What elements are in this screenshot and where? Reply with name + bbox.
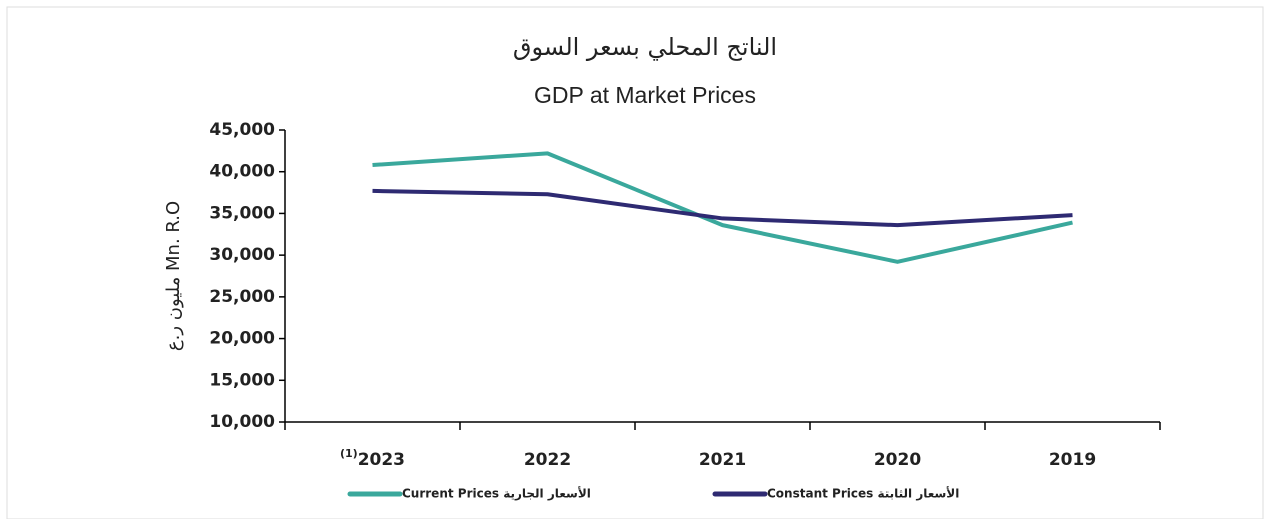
y-tick-label: 25,000	[209, 287, 275, 307]
x-tick-label: 2019	[1049, 450, 1096, 470]
x-tick-year: 2021	[699, 450, 746, 470]
y-tick-label: 15,000	[209, 370, 275, 390]
x-tick-label: (1)2023	[340, 447, 405, 470]
legend-label: Current Prices الأسعار الجارية	[402, 486, 591, 501]
legend-label: Constant Prices الأسعار الثابتة	[767, 486, 959, 501]
x-tick-year: 2023	[358, 450, 405, 470]
x-tick-label: 2022	[524, 450, 571, 470]
y-tick-label: 30,000	[209, 245, 275, 265]
y-tick-label: 40,000	[209, 162, 275, 182]
x-tick-year: 2019	[1049, 450, 1096, 470]
x-tick-year: 2020	[874, 450, 921, 470]
x-tick-label: 2020	[874, 450, 921, 470]
y-tick-label: 45,000	[209, 120, 275, 140]
chart-title: الناتج المحلي بسعر السوق	[513, 33, 777, 61]
y-tick-label: 35,000	[209, 203, 275, 223]
chart-subtitle: GDP at Market Prices	[534, 82, 756, 108]
y-axis-label: مليون ر.ع Mn. R.O	[163, 201, 184, 351]
x-tick-superscript: (1)	[340, 447, 358, 460]
frame	[6, 6, 1264, 519]
x-tick-year: 2022	[524, 450, 571, 470]
series-line	[372, 151, 1073, 264]
y-tick-label: 20,000	[209, 329, 275, 349]
y-tick-label: 10,000	[209, 412, 275, 432]
series-line	[372, 188, 1073, 228]
x-tick-label: 2021	[699, 450, 746, 470]
